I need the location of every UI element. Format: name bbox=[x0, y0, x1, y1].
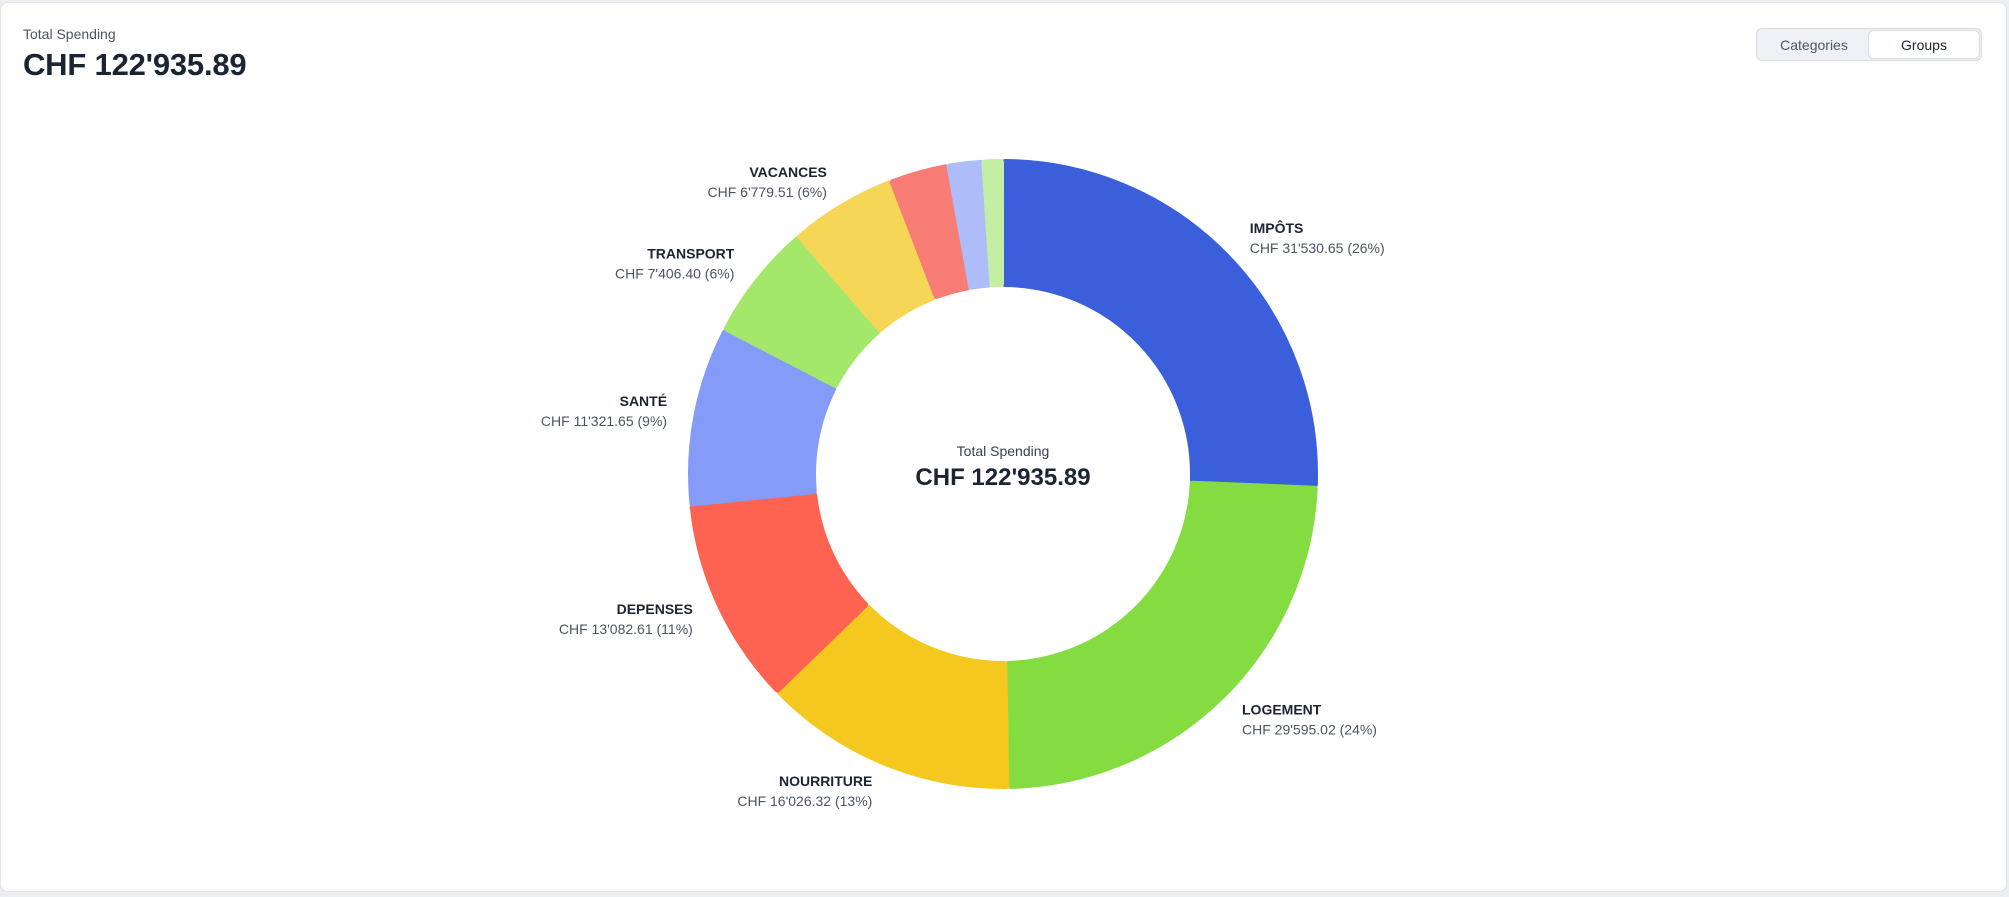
slice-label-impôts: IMPÔTS CHF 31'530.65 (26%) bbox=[1250, 219, 1385, 256]
slice-label-transport: TRANSPORT CHF 7'406.40 (6%) bbox=[615, 245, 735, 281]
view-toggle: Categories Groups bbox=[1756, 28, 1982, 61]
slice-label-value: CHF 6'779.51 (6%) bbox=[708, 184, 827, 200]
donut-slice-vacances[interactable] bbox=[797, 180, 936, 333]
slice-label-value: CHF 13'082.61 (11%) bbox=[559, 621, 693, 637]
slice-label-vacances: VACANCES CHF 6'779.51 (6%) bbox=[708, 164, 827, 200]
donut-slice-depenses[interactable] bbox=[689, 492, 869, 693]
slice-label-name: TRANSPORT bbox=[647, 245, 735, 261]
donut-slice-transport[interactable] bbox=[723, 236, 881, 388]
slice-label-depenses: DEPENSES CHF 13'082.61 (11%) bbox=[559, 601, 693, 637]
chart-center-label: Total Spending bbox=[957, 443, 1050, 459]
donut-slice-santé[interactable] bbox=[688, 329, 837, 507]
total-spending-value: CHF 122'935.89 bbox=[23, 47, 247, 82]
slice-label-name: DEPENSES bbox=[617, 601, 693, 617]
donut-slice-nourriture[interactable] bbox=[777, 604, 1010, 789]
slice-label-value: CHF 31'530.65 (26%) bbox=[1250, 240, 1385, 256]
slice-label-value: CHF 29'595.02 (24%) bbox=[1242, 722, 1377, 738]
donut-slice-other-7[interactable] bbox=[889, 164, 971, 299]
donut-slice-other-8[interactable] bbox=[946, 159, 992, 290]
slice-label-nourriture: NOURRITURE CHF 16'026.32 (13%) bbox=[737, 773, 872, 809]
slice-labels: IMPÔTS CHF 31'530.65 (26%) LOGEMENT CHF 29'… bbox=[541, 164, 1385, 809]
slice-label-logement: LOGEMENT CHF 29'595.02 (24%) bbox=[1242, 702, 1377, 738]
slice-label-value: CHF 11'321.65 (9%) bbox=[541, 413, 667, 429]
chart-center-value: CHF 122'935.89 bbox=[915, 464, 1090, 491]
total-spending-label: Total Spending bbox=[23, 26, 116, 42]
slice-label-name: VACANCES bbox=[749, 164, 827, 180]
toggle-categories-button[interactable]: Categories bbox=[1780, 36, 1848, 53]
donut-slice-other-9[interactable] bbox=[981, 159, 1004, 288]
slice-label-santé: SANTÉ CHF 11'321.65 (9%) bbox=[541, 393, 667, 429]
donut-slice-impôts[interactable] bbox=[1002, 159, 1318, 488]
toggle-groups-button[interactable]: Groups bbox=[1869, 31, 1979, 58]
slice-label-name: LOGEMENT bbox=[1242, 702, 1322, 718]
donut-slice-logement[interactable] bbox=[1005, 480, 1318, 789]
slice-label-name: NOURRITURE bbox=[779, 773, 872, 789]
donut-slices bbox=[688, 159, 1318, 789]
slice-label-value: CHF 16'026.32 (13%) bbox=[737, 793, 872, 809]
slice-label-name: IMPÔTS bbox=[1250, 219, 1304, 236]
slice-label-name: SANTÉ bbox=[620, 393, 667, 409]
slice-label-value: CHF 7'406.40 (6%) bbox=[615, 265, 734, 281]
